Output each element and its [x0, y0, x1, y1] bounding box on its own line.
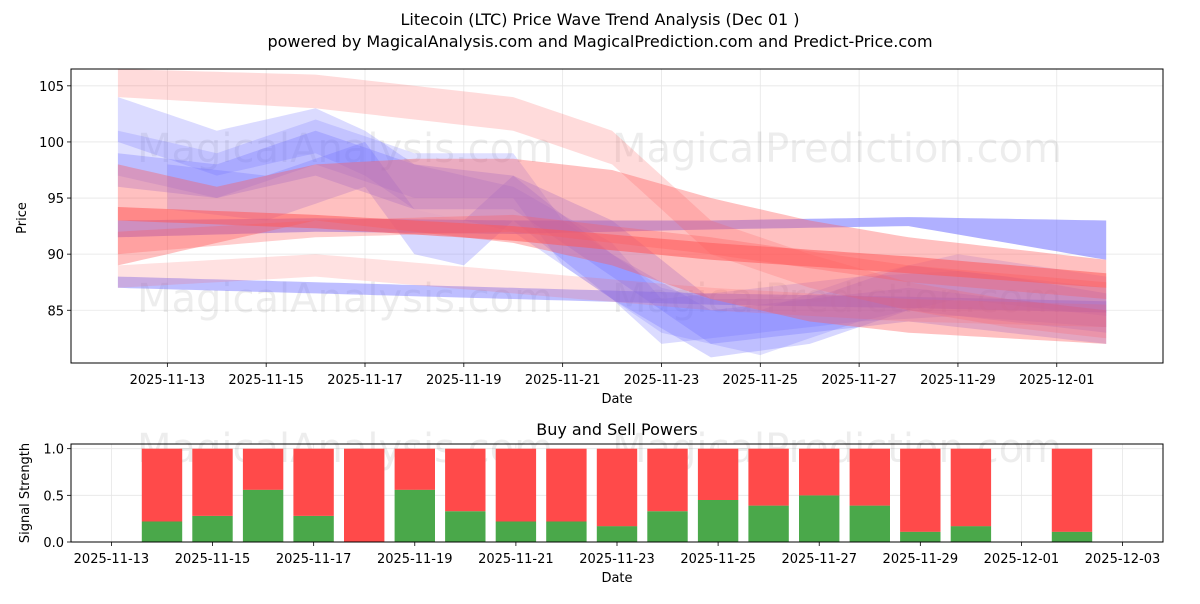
signal-x-tick-label: 2025-11-25	[680, 552, 756, 567]
sell-power-bar	[1051, 448, 1093, 532]
buy-power-bar	[647, 511, 688, 542]
signal-x-tick-label: 2025-11-19	[377, 552, 453, 567]
signal-x-tick-label: 2025-11-13	[74, 552, 150, 567]
price-y-tick-label: 105	[39, 80, 64, 95]
price-x-tick-label: 2025-11-25	[723, 373, 799, 388]
buy-power-bar	[697, 500, 739, 542]
signal-y-tick-label: 0.0	[43, 536, 64, 551]
wave-band-red-9	[117, 69, 1107, 339]
watermark-top-2: MagicalPrediction.com	[612, 126, 1062, 172]
signal-x-tick-label: 2025-11-29	[883, 552, 959, 567]
price-x-tick-label: 2025-11-21	[525, 373, 601, 388]
wave-band-blue-5	[117, 119, 1107, 356]
price-x-tick-label: 2025-11-23	[624, 373, 700, 388]
signal-y-tick-label: 1.0	[43, 443, 64, 458]
price-wave-bands	[117, 69, 1107, 358]
price-xlabel: Date	[601, 392, 632, 407]
sell-power-bar	[950, 448, 992, 527]
signal-x-tick-label: 2025-11-21	[478, 552, 554, 567]
wave-band-blue-4	[167, 141, 1107, 358]
sell-power-bar	[495, 448, 537, 522]
signal-title: Buy and Sell Powers	[536, 420, 698, 439]
sell-power-bar	[192, 448, 233, 516]
price-y-tick-label: 90	[47, 248, 64, 263]
sell-power-bar	[748, 448, 789, 506]
price-x-tick-label: 2025-11-13	[130, 373, 206, 388]
buy-power-bar	[495, 521, 537, 542]
signal-x-tick-label: 2025-11-17	[276, 552, 352, 567]
price-x-tick-label: 2025-11-27	[821, 373, 897, 388]
sell-power-bar	[394, 448, 435, 490]
signal-bars	[141, 448, 1093, 542]
price-axes: 2025-11-13 2025-11-15 2025-11-17 2025-11-19…	[39, 80, 1094, 388]
sell-power-bar	[900, 448, 941, 532]
price-panel-frame	[70, 68, 1164, 364]
signal-ylabel: Signal Strength	[18, 443, 33, 543]
signal-x-tick-label: 2025-12-01	[984, 552, 1060, 567]
wave-band-red-7	[117, 207, 1107, 288]
wave-band-red-8	[117, 214, 1107, 299]
chart-title-line2: powered by MagicalAnalysis.com and Magic…	[267, 32, 932, 51]
sell-power-bar	[293, 448, 334, 516]
price-x-tick-label: 2025-12-01	[1019, 373, 1095, 388]
chart-title-line1: Litecoin (LTC) Price Wave Trend Analysis…	[401, 10, 800, 29]
sell-power-bar	[647, 448, 688, 512]
signal-axes: 2025-11-13 2025-11-15 2025-11-17 2025-11-19…	[43, 443, 1160, 567]
price-y-tick-label: 100	[39, 136, 64, 151]
signal-x-tick-label: 2025-12-03	[1085, 552, 1161, 567]
signal-x-tick-label: 2025-11-15	[175, 552, 251, 567]
watermark-top-1: MagicalAnalysis.com	[137, 126, 553, 172]
buy-power-bar	[900, 531, 941, 542]
sell-power-bar	[596, 448, 638, 527]
price-y-tick-label: 95	[47, 192, 64, 207]
buy-power-bar	[192, 515, 233, 542]
wave-band-blue-3	[117, 97, 1107, 344]
signal-y-tick-label: 0.5	[43, 489, 64, 504]
buy-power-bar	[596, 526, 638, 542]
buy-power-bar	[242, 489, 284, 542]
signal-x-tick-label: 2025-11-27	[781, 552, 857, 567]
sell-power-bar	[697, 448, 739, 500]
buy-power-bar	[546, 521, 587, 542]
buy-power-bar	[748, 505, 789, 542]
price-panel: MagicalAnalysis.com MagicalPrediction.co…	[15, 68, 1164, 407]
wave-band-blue-0	[117, 276, 1107, 313]
price-x-tick-label: 2025-11-17	[327, 373, 403, 388]
signal-x-tick-label: 2025-11-23	[579, 552, 655, 567]
price-grid	[71, 69, 1163, 363]
sell-power-bar	[242, 448, 284, 490]
buy-power-bar	[1051, 531, 1093, 542]
price-y-tick-label: 85	[47, 304, 64, 319]
sell-power-bar	[546, 448, 587, 522]
buy-power-bar	[141, 521, 183, 542]
price-x-tick-label: 2025-11-15	[228, 373, 304, 388]
price-x-tick-label: 2025-11-29	[920, 373, 996, 388]
wave-band-red-6	[117, 158, 1107, 344]
watermark-top-3: MagicalAnalysis.com	[137, 276, 553, 322]
buy-power-bar	[849, 505, 890, 542]
sell-power-bar	[344, 448, 385, 542]
sell-power-bar	[849, 448, 890, 506]
sell-power-bar	[799, 448, 840, 496]
buy-power-bar	[445, 511, 486, 542]
buy-power-bar	[950, 526, 992, 542]
watermark-top-4: MagicalPrediction.com	[612, 276, 1062, 322]
wave-band-red-10	[117, 254, 1107, 328]
signal-xlabel: Date	[601, 571, 632, 586]
signal-panel: MagicalAnalysis.com MagicalPrediction.co…	[18, 420, 1164, 586]
buy-power-bar	[293, 515, 334, 542]
price-ylabel: Price	[15, 202, 30, 234]
sell-power-bar	[445, 448, 486, 512]
buy-power-bar	[799, 495, 840, 542]
price-x-tick-label: 2025-11-19	[426, 373, 502, 388]
buy-power-bar	[394, 489, 435, 542]
sell-power-bar	[141, 448, 183, 522]
